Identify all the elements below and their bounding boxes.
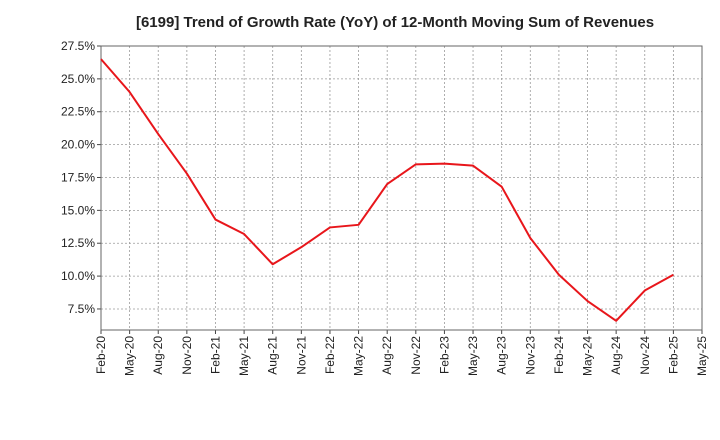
x-tick-label: Aug-23 xyxy=(495,336,509,375)
y-tick-label: 27.5% xyxy=(61,39,95,53)
plot-frame xyxy=(100,45,703,331)
x-tick-label: Nov-22 xyxy=(409,336,423,375)
x-tick-label: May-22 xyxy=(352,336,366,376)
x-tick-label: Nov-21 xyxy=(294,336,308,375)
y-tick-label: 17.5% xyxy=(61,170,95,184)
x-tick-label: May-23 xyxy=(466,336,480,376)
x-tick-label: Nov-20 xyxy=(180,336,194,375)
y-tick-label: 22.5% xyxy=(61,105,95,119)
x-tick-label: Feb-21 xyxy=(208,336,222,374)
x-tick-label: Aug-20 xyxy=(151,336,165,375)
x-tick-label: May-24 xyxy=(581,336,595,376)
y-tick-label: 25.0% xyxy=(61,72,95,86)
x-tick-label: May-20 xyxy=(123,336,137,376)
y-tick-label: 20.0% xyxy=(61,138,95,152)
y-tick-label: 7.5% xyxy=(68,302,96,316)
chart-title: [6199] Trend of Growth Rate (YoY) of 12-… xyxy=(135,14,655,31)
series-line xyxy=(100,58,674,322)
x-tick-label: Feb-22 xyxy=(323,336,337,374)
y-tick-label: 12.5% xyxy=(61,236,95,250)
x-tick-label: Feb-25 xyxy=(666,336,680,374)
x-tick-label: Feb-24 xyxy=(552,336,566,374)
x-tick-label: May-21 xyxy=(237,336,251,376)
x-tick-label: Nov-24 xyxy=(638,336,652,375)
x-tick-label: Feb-23 xyxy=(437,336,451,374)
y-tick-label: 15.0% xyxy=(61,203,95,217)
y-tick-label: 10.0% xyxy=(61,269,95,283)
x-tick-label: Feb-20 xyxy=(94,336,108,374)
x-tick-label: Aug-22 xyxy=(380,336,394,375)
x-tick-label: Aug-24 xyxy=(609,336,623,375)
x-tick-label: May-25 xyxy=(695,336,709,376)
x-tick-label: Aug-21 xyxy=(266,336,280,375)
x-tick-label: Nov-23 xyxy=(523,336,537,375)
